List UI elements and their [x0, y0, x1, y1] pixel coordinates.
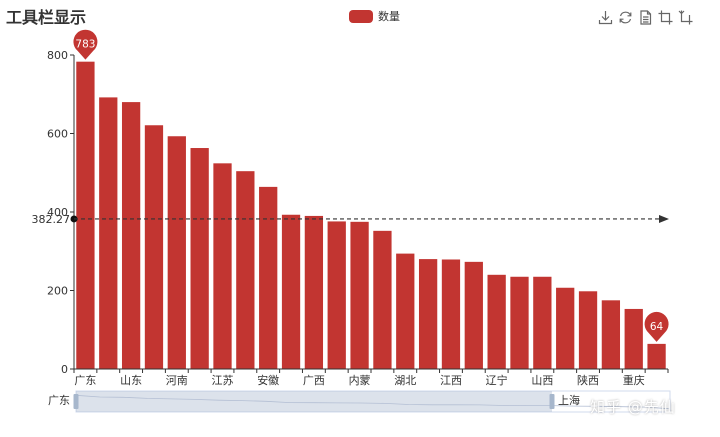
bar: [556, 287, 575, 369]
x-tick-label: 重庆: [623, 373, 645, 387]
y-tick-label: 0: [61, 363, 68, 376]
bar: [144, 125, 164, 369]
y-tick-label: 200: [47, 285, 68, 298]
bar: [624, 308, 643, 369]
bar: [167, 136, 186, 369]
markline-label: 382.27: [32, 213, 71, 226]
bar: [441, 259, 461, 369]
x-tick-label: 陕西: [577, 373, 599, 387]
bar: [601, 300, 621, 369]
x-tick-label: 山东: [120, 374, 142, 387]
x-tick-label: 江西: [440, 374, 462, 387]
bar: [396, 253, 415, 369]
bar: [259, 186, 278, 369]
datazoom-start-label: 广东: [48, 394, 70, 407]
markpoint-label: 783: [75, 39, 95, 51]
bar: [350, 221, 369, 369]
zoom-reset-icon[interactable]: [678, 10, 693, 25]
x-tick-label: 广东: [74, 374, 96, 387]
bar: [578, 291, 598, 369]
x-tick-label: 河南: [166, 374, 188, 387]
bar: [510, 276, 529, 369]
bar: [190, 148, 209, 369]
x-tick-label: 辽宁: [486, 373, 508, 387]
x-tick-label: 广西: [303, 374, 325, 387]
bars: [76, 61, 666, 370]
datazoom-shadow-line: [75, 394, 671, 410]
restore-icon[interactable]: [618, 10, 633, 25]
bar: [99, 97, 118, 369]
x-tick-label: 湖北: [394, 374, 416, 387]
markpoint-label: 64: [650, 321, 664, 333]
bar: [533, 276, 552, 369]
x-tick-label: 安徽: [257, 373, 279, 387]
markpoint-pin: [73, 29, 98, 60]
markpoint-pin: [644, 311, 669, 342]
bar: [327, 221, 346, 369]
bar: [236, 171, 255, 369]
toolbox: [598, 10, 693, 25]
data-view-icon[interactable]: [638, 10, 653, 25]
axes: 0 200 400 600 800 广东 山东 河南 江苏 安徽 广西 内蒙 湖北 江西 辽宁 山西 陕西 重庆: [47, 49, 669, 387]
average-markline: 382.27: [32, 213, 669, 226]
y-tick-label: 800: [47, 49, 68, 62]
datazoom-handle-end[interactable]: [549, 394, 555, 409]
y-tick-label: 600: [47, 128, 68, 141]
bar: [213, 163, 232, 369]
x-tick-label: 内蒙: [349, 373, 371, 387]
datazoom-slider[interactable]: 广东 上海: [48, 390, 671, 413]
datazoom-window: [76, 391, 552, 412]
legend-label: 数量: [378, 10, 400, 23]
datazoom-handle-start[interactable]: [73, 394, 79, 409]
markpoints: 783 64: [73, 29, 669, 342]
bar: [304, 215, 324, 369]
bar: [647, 343, 666, 369]
bar: [373, 230, 392, 369]
chart-title: 工具栏显示: [6, 8, 87, 27]
bar: [487, 274, 506, 369]
legend-swatch: [349, 9, 373, 23]
y-tick-label: 400: [47, 206, 68, 219]
datazoom-end-label: 上海: [558, 393, 580, 407]
bar: [281, 214, 301, 369]
bar: [121, 102, 141, 369]
bar: [76, 61, 95, 370]
bar: [418, 259, 438, 369]
legend-item[interactable]: 数量: [349, 8, 400, 24]
save-image-icon[interactable]: [598, 10, 613, 25]
x-tick-label: 江苏: [212, 374, 234, 387]
zoom-icon[interactable]: [658, 10, 673, 25]
x-tick-label: 山西: [531, 374, 553, 387]
watermark: 知乎 @先仙: [590, 398, 676, 416]
bar: [464, 261, 483, 369]
